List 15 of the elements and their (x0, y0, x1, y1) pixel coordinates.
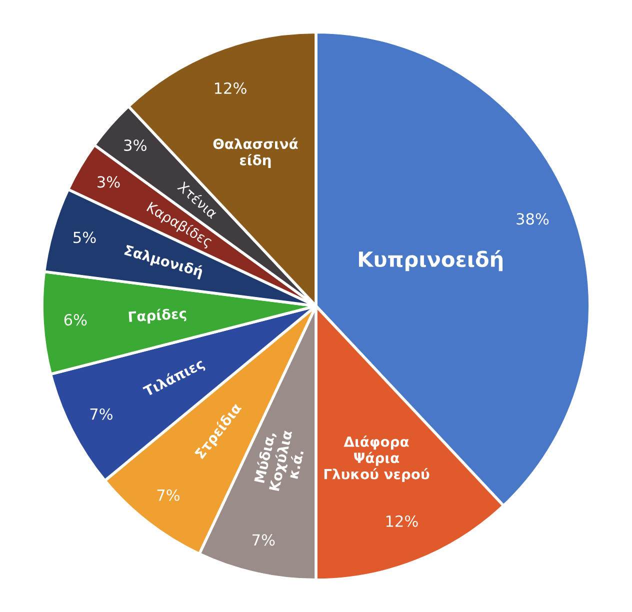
data-label: 7% (252, 534, 275, 546)
data-label: 38% (516, 213, 549, 225)
data-label: 3% (124, 139, 146, 152)
data-label: 12% (386, 515, 418, 527)
data-label: 6% (64, 314, 87, 326)
slice-label: Κυπρινοειδή (358, 250, 503, 272)
data-label: 5% (74, 232, 96, 244)
data-label: 7% (90, 408, 112, 420)
data-label: 12% (214, 82, 246, 94)
slice-label: Διάφορα Ψάρια Γλυκού νερού (324, 436, 430, 482)
slice-label: Θαλασσινά είδη (213, 138, 298, 168)
slice-label: Γαρίδες (128, 307, 187, 325)
slice-label: Μύδια, Κοχύλια κ.ά. (253, 430, 304, 492)
data-label: 7% (157, 489, 180, 501)
data-label: 3% (98, 176, 120, 188)
